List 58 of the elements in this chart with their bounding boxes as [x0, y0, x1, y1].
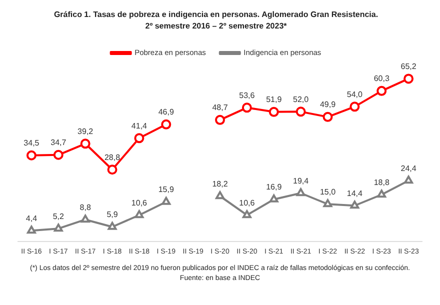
- data-label: 65,2: [400, 62, 417, 71]
- data-label: 41,4: [131, 121, 148, 130]
- data-label: 46,9: [158, 108, 174, 117]
- point: [350, 102, 360, 112]
- point: [80, 214, 90, 223]
- data-label: 54,0: [346, 90, 363, 99]
- point: [296, 106, 306, 117]
- data-label: 15,0: [320, 187, 336, 196]
- data-label: 4,4: [26, 214, 38, 223]
- point: [323, 199, 332, 208]
- data-label: 10,6: [239, 198, 256, 208]
- data-label: 10,6: [131, 198, 148, 208]
- point: [107, 164, 118, 175]
- chart-subtitle: 2º semestre 2016 – 2º semestre 2023*: [145, 22, 288, 31]
- data-label: 49,9: [320, 100, 336, 110]
- point: [322, 112, 333, 122]
- data-label: 39,2: [78, 126, 94, 136]
- data-label: 19,4: [293, 176, 310, 186]
- point: [54, 224, 63, 232]
- data-label: 14,4: [346, 188, 363, 198]
- data-label: 16,9: [266, 182, 282, 192]
- point: [242, 210, 252, 218]
- data-label: 5,9: [106, 210, 118, 220]
- point: [404, 74, 414, 84]
- point: [268, 106, 279, 117]
- data-label: 52,0: [293, 94, 310, 104]
- point: [269, 194, 278, 202]
- point: [404, 176, 413, 184]
- point: [215, 114, 225, 125]
- point: [350, 200, 360, 209]
- data-label: 51,9: [266, 95, 282, 104]
- data-label: 34,5: [24, 138, 40, 148]
- data-label: 34,7: [50, 138, 67, 148]
- data-label: 5,2: [52, 212, 65, 221]
- point: [162, 196, 171, 205]
- point: [134, 210, 144, 218]
- data-label: 24,4: [400, 164, 417, 173]
- point: [161, 119, 172, 130]
- point: [53, 150, 64, 160]
- data-label: 8,8: [80, 202, 92, 212]
- point: [242, 102, 252, 113]
- point: [216, 191, 224, 200]
- chart-title: Gráfico 1. Tasas de pobreza e indigencia en personas. Aglomerado Gran Resistencia.: [54, 10, 378, 20]
- point: [296, 188, 306, 196]
- data-label: 15,9: [158, 185, 174, 194]
- data-label: 18,2: [212, 179, 228, 188]
- data-label: 53,6: [239, 90, 256, 100]
- point: [80, 138, 90, 149]
- data-label: 48,7: [212, 103, 228, 112]
- point: [27, 226, 36, 234]
- point: [108, 222, 117, 230]
- point: [377, 190, 386, 198]
- point: [134, 133, 144, 144]
- point: [26, 150, 36, 160]
- data-label: 18,8: [374, 178, 390, 187]
- data-label: 28,8: [104, 152, 121, 162]
- point: [376, 86, 387, 96]
- data-label: 60,3: [374, 74, 390, 84]
